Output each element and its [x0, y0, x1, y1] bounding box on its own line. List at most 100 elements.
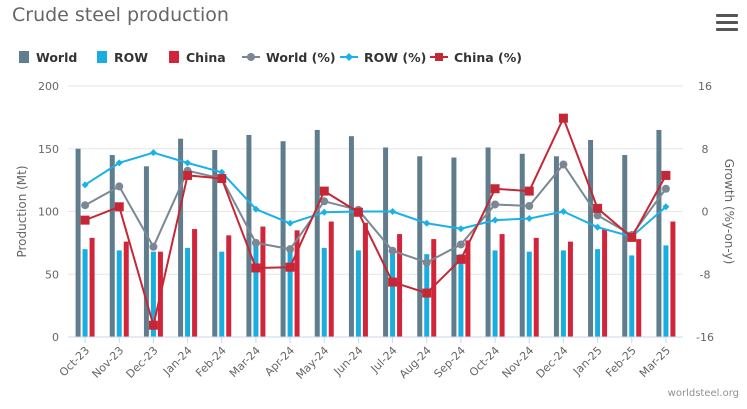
point-china-pct-1	[114, 202, 124, 212]
point-world-pct-5	[251, 238, 260, 247]
point-china-pct-14	[558, 113, 568, 123]
bar-world-2	[143, 166, 149, 337]
point-china-pct-5	[251, 263, 261, 273]
bar-china-15	[602, 229, 608, 337]
x-tick-label: Apr-24	[262, 344, 297, 379]
bar-china-6	[294, 230, 300, 337]
point-china-pct-0	[80, 215, 90, 225]
legend-row-label: ROW	[114, 49, 149, 65]
point-row-pct-10	[423, 219, 431, 227]
bar-world-7	[314, 129, 320, 337]
bar-world-0	[75, 148, 81, 337]
point-row-pct-6	[286, 219, 294, 227]
bar-row-5	[253, 245, 259, 337]
x-tick-label: Feb-24	[193, 344, 229, 380]
bar-row-12	[492, 250, 498, 337]
point-world-pct-13	[525, 202, 534, 211]
bar-row-13	[526, 251, 532, 337]
legend-item-china[interactable]: China	[168, 47, 226, 67]
point-row-pct-13	[525, 215, 533, 223]
x-tick-label: Jul-24	[368, 344, 400, 376]
bar-row-14	[560, 250, 566, 337]
point-row-pct-11	[457, 225, 465, 233]
x-tick-label: Oct-23	[57, 344, 92, 379]
legend-item-row-pct[interactable]: ROW (%)	[340, 47, 426, 67]
bar-china-3	[192, 229, 198, 337]
point-row-pct-2	[149, 149, 157, 157]
point-world-pct-2	[149, 242, 158, 251]
point-china-pct-11	[456, 254, 466, 264]
point-world-pct-1	[115, 182, 124, 191]
legend-item-world[interactable]: World	[18, 47, 77, 67]
bar-china-9	[397, 234, 403, 337]
x-tick-label: Aug-24	[397, 344, 434, 381]
x-tick-label: Mar-25	[637, 344, 673, 380]
bar-row-9	[390, 250, 396, 337]
point-world-pct-10	[422, 258, 431, 267]
bar-world-5	[246, 134, 252, 337]
bar-china-13	[533, 237, 539, 337]
legend-world-label: World	[36, 49, 78, 65]
bar-china-5	[260, 226, 266, 337]
legend-row-symbol	[97, 51, 107, 63]
y-right-axis-title: Growth (%y-on-y)	[722, 159, 736, 265]
y-axis-title: Production (Mt)	[15, 165, 29, 257]
bar-china-4	[226, 235, 232, 337]
point-row-pct-17	[662, 203, 670, 211]
y-right-tick-label: -16	[696, 331, 714, 344]
point-china-pct-9	[388, 277, 398, 287]
legend-world-symbol	[19, 51, 29, 63]
point-row-pct-14	[559, 208, 567, 215]
bar-world-6	[280, 141, 286, 337]
bar-world-4	[212, 150, 218, 337]
point-china-pct-13	[524, 186, 534, 196]
legend-item-china-pct[interactable]: China (%)	[430, 47, 522, 67]
y-tick-label: 0	[52, 331, 59, 344]
point-world-pct-0	[81, 201, 90, 210]
point-china-pct-15	[593, 203, 603, 213]
bar-world-16	[622, 155, 628, 337]
point-row-pct-3	[184, 159, 192, 167]
legend-china-label: China	[186, 49, 226, 65]
credit-text: worldsteel.org	[667, 388, 739, 399]
bar-row-8	[355, 250, 361, 337]
x-tick-label: Jan-25	[570, 344, 605, 379]
x-tick-label: Dec-24	[534, 344, 571, 381]
chart-title: Crude steel production	[12, 4, 229, 26]
bar-world-15	[588, 139, 594, 337]
bar-world-3	[178, 138, 184, 337]
bar-world-10	[417, 156, 423, 337]
bar-china-0	[89, 237, 95, 337]
bar-world-13	[519, 153, 525, 337]
point-world-pct-14	[559, 160, 568, 169]
bar-row-2	[150, 251, 156, 337]
bar-row-17	[663, 245, 669, 337]
x-tick-label: May-24	[294, 344, 332, 382]
legend-item-row[interactable]: ROW	[96, 47, 148, 67]
point-china-pct-10	[422, 288, 432, 298]
bar-row-3	[185, 247, 191, 337]
bar-china-14	[567, 241, 573, 337]
point-china-pct-6	[285, 262, 295, 272]
point-world-pct-17	[661, 184, 670, 193]
legend-item-world-pct[interactable]: World (%)	[242, 47, 336, 67]
bar-row-15	[595, 249, 601, 337]
bar-china-7	[328, 221, 334, 337]
bar-row-11	[458, 254, 464, 337]
legend-world-pct-label: World (%)	[266, 49, 336, 65]
bar-world-17	[656, 129, 662, 337]
point-row-pct-0	[81, 181, 89, 189]
line-world-pct	[84, 163, 667, 264]
point-china-pct-3	[183, 170, 193, 180]
point-row-pct-15	[594, 223, 602, 231]
y-right-tick-label: 8	[702, 143, 709, 156]
x-tick-label: Sep-24	[431, 344, 468, 381]
bar-row-0	[82, 249, 88, 337]
legend-china-pct-symbol	[430, 53, 448, 61]
bar-china-12	[499, 234, 505, 337]
legend-china-symbol	[169, 51, 179, 63]
point-world-pct-12	[491, 200, 500, 209]
point-row-pct-12	[491, 216, 499, 224]
hamburger-menu-icon[interactable]	[716, 14, 738, 32]
bar-china-10	[431, 239, 437, 337]
